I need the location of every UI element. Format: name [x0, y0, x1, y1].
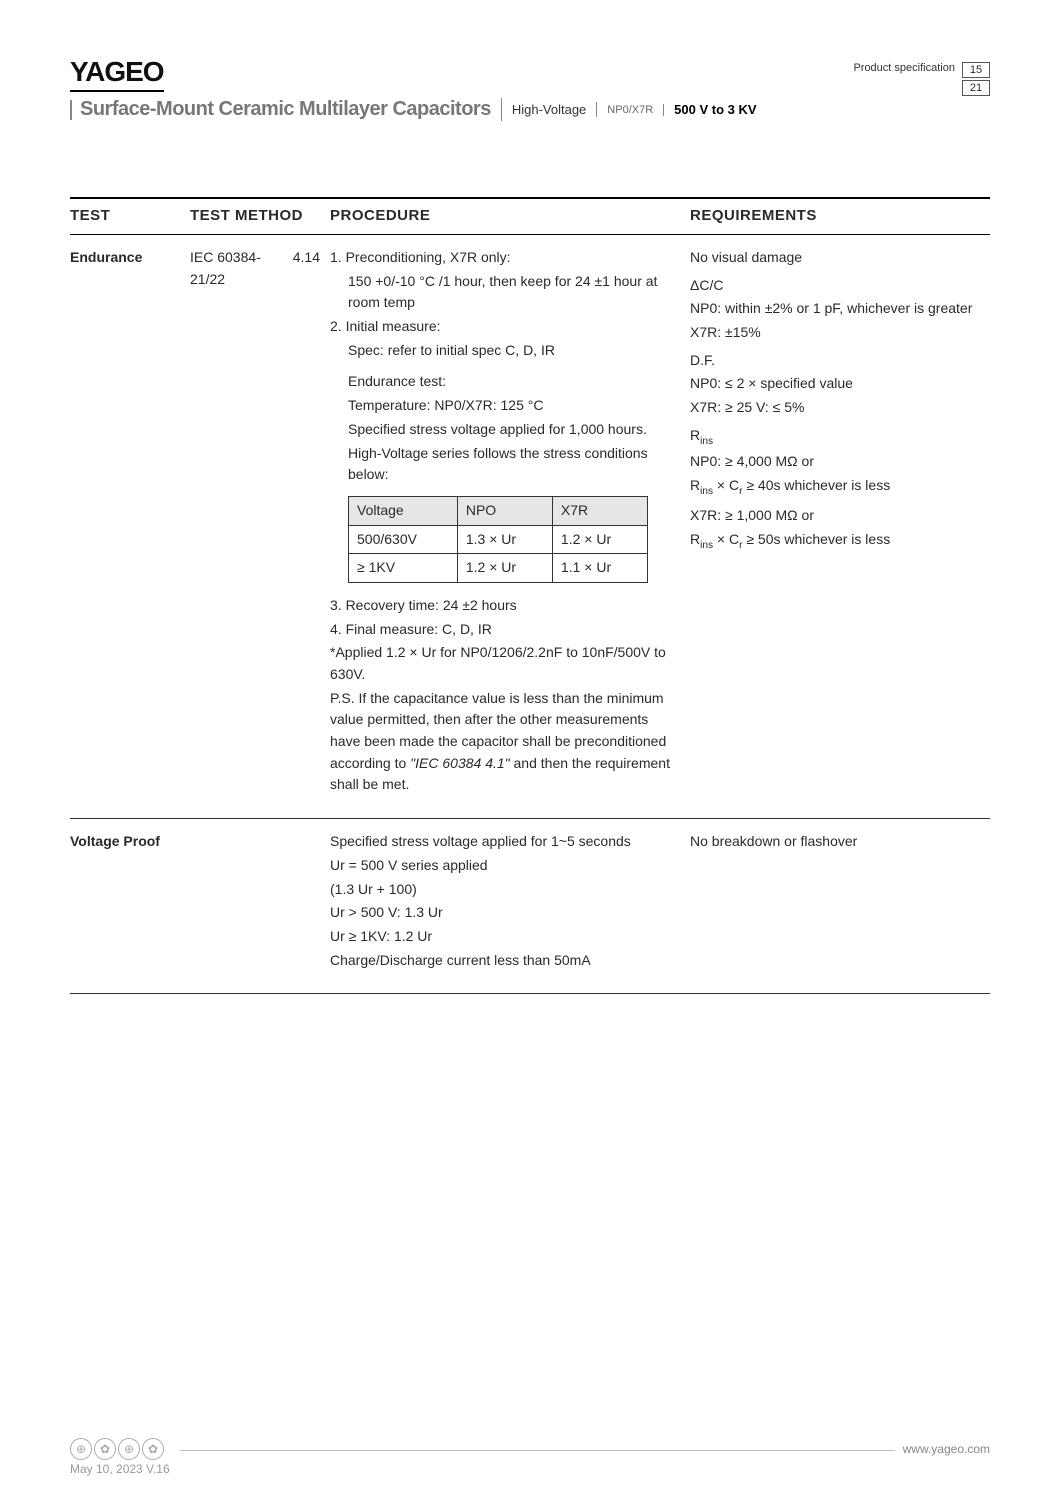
vt-cell: ≥ 1KV [349, 554, 458, 583]
proc-line: Temperature: NP0/X7R: 125 °C [330, 395, 680, 417]
divider [70, 100, 72, 120]
cell-requirements: No breakdown or flashover [690, 819, 990, 994]
cell-test: Endurance [70, 235, 190, 819]
proc-line: Specified stress voltage applied for 1~5… [330, 831, 680, 853]
doc-title: Surface-Mount Ceramic Multilayer Capacit… [80, 98, 502, 121]
req-rins-cr: Rins × Cr ≥ 40s whichever is less [690, 475, 980, 499]
proc-line: Charge/Discharge current less than 50mA [330, 950, 680, 972]
proc-line: Specified stress voltage applied for 1,0… [330, 419, 680, 441]
vt-cell: 1.2 × Ur [457, 554, 552, 583]
vt-h-npo: NPO [457, 496, 552, 525]
footer-date: May 10, 2023 V.16 [70, 1462, 170, 1476]
proc-ps-ref: "IEC 60384 4.1" [410, 755, 509, 771]
method-std: IEC 60384-21/22 [190, 247, 293, 290]
vt-cell: 500/630V [349, 525, 458, 554]
req-text: ≥ 40s whichever is less [742, 477, 890, 493]
content: TEST TEST METHOD PROCEDURE REQUIREMENTS … [70, 197, 990, 994]
cell-method: IEC 60384-21/22 4.14 [190, 235, 330, 819]
segment-dielectric: NP0/X7R [597, 104, 664, 116]
cert-icon: ⊕ [118, 1438, 140, 1460]
proc-line: Spec: refer to initial spec C, D, IR [330, 340, 680, 362]
req-line: NP0: ≤ 2 × specified value [690, 373, 980, 395]
proc-line: 2. Initial measure: [330, 316, 680, 338]
method-clause: 4.14 [293, 247, 320, 290]
proc-line: 150 +0/-10 °C /1 hour, then keep for 24 … [330, 271, 680, 314]
col-header-method: TEST METHOD [190, 198, 330, 235]
col-header-test: TEST [70, 198, 190, 235]
req-sub: ins [700, 436, 713, 447]
req-line: X7R: ±15% [690, 322, 980, 344]
cert-icon: ✿ [94, 1438, 116, 1460]
req-text: R [690, 427, 700, 443]
logo: YAGEO [70, 56, 164, 92]
cell-test: Voltage Proof [70, 819, 190, 994]
proc-line: Ur > 500 V: 1.3 Ur [330, 902, 680, 924]
req-text: ≥ 50s whichever is less [742, 531, 890, 547]
spec-table: TEST TEST METHOD PROCEDURE REQUIREMENTS … [70, 197, 990, 994]
row-voltage-proof: Voltage Proof Specified stress voltage a… [70, 819, 990, 994]
vt-h-x7r: X7R [552, 496, 647, 525]
req-line: X7R: ≥ 25 V: ≤ 5% [690, 397, 980, 419]
page-number-box: 15 21 [962, 62, 990, 98]
voltage-table: Voltage NPO X7R 500/630V 1.3 × Ur 1.2 × … [348, 496, 648, 583]
req-line: No breakdown or flashover [690, 831, 980, 853]
req-text: R [690, 477, 700, 493]
footer-url: www.yageo.com [895, 1442, 990, 1456]
proc-line: (1.3 Ur + 100) [330, 879, 680, 901]
header: YAGEO Product specification 15 21 Surfac… [70, 56, 990, 121]
vt-cell: 1.3 × Ur [457, 525, 552, 554]
proc-line: Ur = 500 V series applied [330, 855, 680, 877]
req-line: ΔC/C [690, 275, 980, 297]
vt-cell: 1.2 × Ur [552, 525, 647, 554]
footer-rule [180, 1450, 990, 1451]
proc-ps: P.S. If the capacitance value is less th… [330, 688, 680, 796]
proc-line: High-Voltage series follows the stress c… [330, 443, 680, 486]
proc-line: 1. Preconditioning, X7R only: [330, 247, 680, 269]
cert-icon: ⊕ [70, 1438, 92, 1460]
page-current: 15 [962, 62, 990, 78]
proc-line: Endurance test: [330, 371, 680, 393]
req-line: No visual damage [690, 247, 980, 269]
req-rins: Rins [690, 425, 980, 449]
proc-line: Ur ≥ 1KV: 1.2 Ur [330, 926, 680, 948]
proc-line: 4. Final measure: C, D, IR [330, 619, 680, 641]
req-sub: ins [700, 540, 713, 551]
cell-requirements: No visual damage ΔC/C NP0: within ±2% or… [690, 235, 990, 819]
col-header-procedure: PROCEDURE [330, 198, 690, 235]
req-text: × C [713, 477, 739, 493]
segment-series: High-Voltage [502, 102, 597, 117]
row-endurance: Endurance IEC 60384-21/22 4.14 1. Precon… [70, 235, 990, 819]
footer: ⊕ ✿ ⊕ ✿ www.yageo.com May 10, 2023 V.16 [70, 1438, 990, 1460]
req-line: D.F. [690, 350, 980, 372]
req-line: NP0: within ±2% or 1 pF, whichever is gr… [690, 298, 980, 320]
proc-line: 3. Recovery time: 24 ±2 hours [330, 595, 680, 617]
spec-label: Product specification [853, 62, 955, 74]
spec-box: Product specification 15 21 [853, 62, 990, 98]
req-text: × C [713, 531, 739, 547]
page-total: 21 [962, 80, 990, 96]
cell-method [190, 819, 330, 994]
cell-procedure: 1. Preconditioning, X7R only: 150 +0/-10… [330, 235, 690, 819]
segment-voltage: 500 V to 3 KV [664, 102, 766, 117]
page: YAGEO Product specification 15 21 Surfac… [0, 0, 1060, 1498]
req-rins-cr: Rins × Cr ≥ 50s whichever is less [690, 529, 980, 553]
req-line: NP0: ≥ 4,000 MΩ or [690, 451, 980, 473]
proc-line: *Applied 1.2 × Ur for NP0/1206/2.2nF to … [330, 642, 680, 685]
req-text: R [690, 531, 700, 547]
cert-icons: ⊕ ✿ ⊕ ✿ [70, 1438, 990, 1460]
col-header-requirements: REQUIREMENTS [690, 198, 990, 235]
cert-icon: ✿ [142, 1438, 164, 1460]
vt-cell: 1.1 × Ur [552, 554, 647, 583]
req-line: X7R: ≥ 1,000 MΩ or [690, 505, 980, 527]
req-sub: ins [700, 486, 713, 497]
vt-h-voltage: Voltage [349, 496, 458, 525]
subheader: Surface-Mount Ceramic Multilayer Capacit… [70, 98, 990, 121]
cell-procedure: Specified stress voltage applied for 1~5… [330, 819, 690, 994]
